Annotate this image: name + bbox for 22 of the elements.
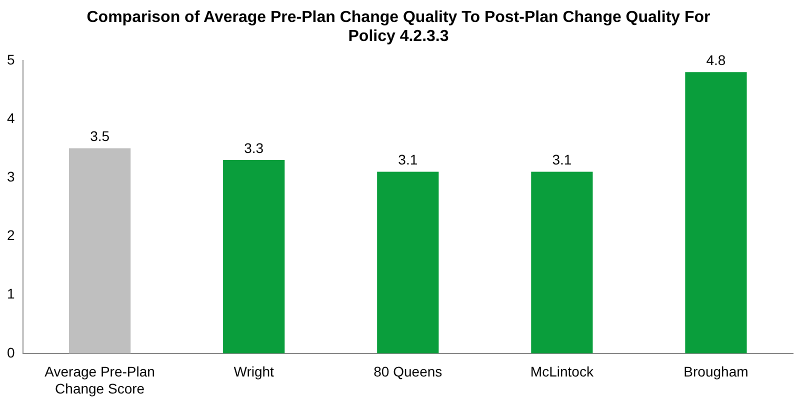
x-tick-label: McLintock bbox=[530, 364, 594, 380]
data-label: 3.5 bbox=[90, 128, 110, 144]
y-tick-label: 5 bbox=[6, 51, 15, 68]
data-label: 4.8 bbox=[706, 52, 726, 68]
x-tick-label: Brougham bbox=[684, 364, 748, 380]
bar bbox=[685, 72, 747, 354]
data-label: 3.3 bbox=[244, 140, 264, 156]
data-label: 3.1 bbox=[398, 152, 418, 168]
bar bbox=[69, 148, 131, 354]
y-tick-label: 3 bbox=[6, 168, 15, 184]
bar bbox=[531, 172, 593, 354]
x-tick-label: Wright bbox=[234, 364, 274, 380]
bar bbox=[377, 172, 439, 354]
data-label: 3.1 bbox=[552, 152, 572, 168]
y-tick-label: 0 bbox=[6, 344, 15, 360]
chart-title: Comparison of Average Pre-Plan Change Quality To Post-Plan Change Quality For Policy 4.2.3.3 bbox=[86, 9, 710, 46]
y-tick-label: 2 bbox=[6, 227, 15, 244]
x-tick-label: 80 Queens bbox=[374, 364, 442, 380]
y-tick-label: 1 bbox=[6, 286, 15, 302]
y-tick-label: 4 bbox=[6, 110, 15, 126]
x-tick-label: Average Pre-Plan Change Score bbox=[44, 364, 155, 396]
bar bbox=[223, 160, 285, 354]
